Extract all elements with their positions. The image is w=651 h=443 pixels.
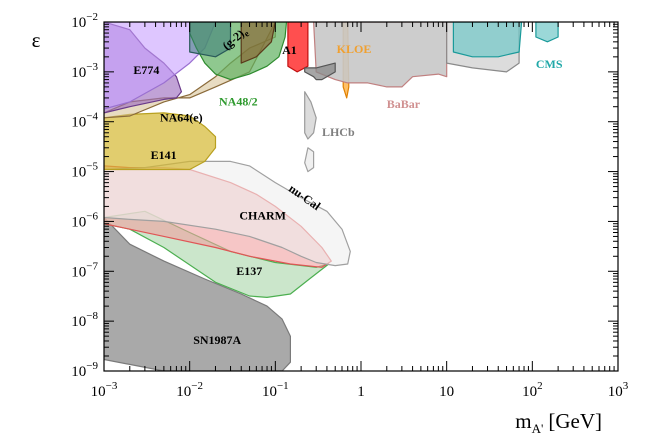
region-cms: [452, 22, 523, 58]
region-lhcb-island: [304, 147, 315, 173]
label-e141: E141: [151, 148, 177, 162]
y-axis-title: ε: [32, 28, 41, 52]
x-tick-label: 10−1: [262, 380, 289, 400]
x-tick-label: 102: [522, 380, 543, 400]
y-tick-label: 10−4: [71, 111, 98, 131]
label-na48-2: NA48/2: [219, 95, 258, 109]
region-e141: [104, 112, 217, 171]
y-tick-label: 10−5: [71, 161, 98, 181]
region-a1: [287, 22, 309, 73]
label-a1: A1: [282, 43, 297, 57]
x-tick-label: 10−3: [91, 380, 118, 400]
exclusion-regions: [104, 22, 559, 371]
label-kloe: KLOE: [337, 42, 372, 56]
label-sn1987a: SN1987A: [193, 333, 241, 347]
region-nu-cal: [104, 160, 351, 267]
label-charm: CHARM: [239, 208, 286, 222]
region-cms-high: [535, 22, 559, 43]
x-tick-label: 10−2: [176, 380, 203, 400]
y-tick-label: 10−6: [71, 210, 98, 230]
x-axis-title-main: m: [515, 409, 531, 433]
region-kloe-dark: [189, 22, 232, 58]
y-tick-label: 10−3: [71, 61, 98, 81]
region-g-2-mu: [240, 22, 276, 64]
y-tick-label: 10−8: [71, 310, 98, 330]
x-tick-label: 10: [439, 384, 454, 400]
axis-ticks: [103, 21, 619, 372]
x-axis-title-unit: [GeV]: [548, 409, 602, 433]
x-tick-label: 1: [357, 384, 365, 400]
x-axis-title: mA' [GeV]: [515, 409, 602, 436]
region-sn1987a: [104, 216, 291, 371]
label-cms: CMS: [536, 57, 563, 71]
axis-tick-labels: 10−3 10−2 10−1 1 10 102 103 10−9 10−8 10−7 10−6 10−…: [71, 11, 628, 400]
y-tick-label: 10−7: [71, 260, 98, 280]
y-tick-label: 10−2: [71, 11, 98, 31]
x-axis-title-subscript: A': [532, 421, 544, 436]
label-na64-e: NA64(e): [160, 111, 203, 125]
label-e774: E774: [133, 63, 159, 77]
label-e137: E137: [236, 264, 262, 278]
y-tick-label: 10−9: [71, 360, 98, 380]
label-babar: BaBar: [387, 97, 421, 111]
region-lhcb-prompt: [304, 62, 336, 81]
x-tick-label: 103: [608, 380, 629, 400]
region-babar: [313, 22, 448, 88]
label-lhcb: LHCb: [322, 125, 355, 139]
region-lhcb-displaced: [304, 91, 317, 140]
